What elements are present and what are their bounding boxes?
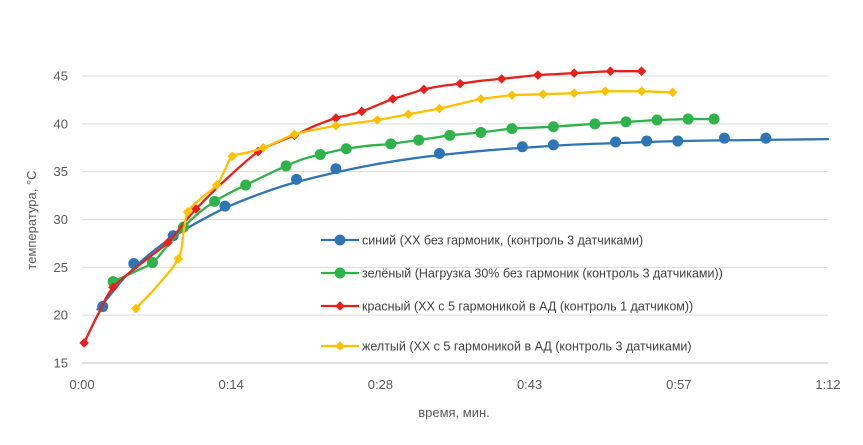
data-point [289,129,300,140]
data-point [533,70,543,80]
data-point [219,200,231,212]
data-point [331,113,341,123]
x-axis-title: время, мин. [418,405,490,420]
legend-label: желтый (ХХ с 5 гармоникой в АД (контроль… [362,340,692,354]
data-point [146,257,158,269]
data-point [372,115,383,125]
data-point [610,136,622,148]
data-point [667,87,678,98]
gridlines [82,75,828,316]
data-point [385,138,397,150]
data-point [569,68,579,78]
data-point [651,114,663,126]
data-point [708,113,720,125]
data-point [79,338,89,348]
legend: синий (ХХ без гармоник, (контроль 3 датч… [321,234,723,354]
legend-label: красный (ХХ с 5 гармоникой в АД (контрол… [362,300,693,314]
data-point [605,66,616,77]
data-point [636,66,647,77]
data-point [641,135,653,147]
data-point [413,134,425,146]
data-point [444,129,456,141]
series-line [82,70,643,345]
data-point [496,74,507,84]
data-point [340,143,352,155]
data-point [718,132,730,144]
data-point [258,142,269,153]
y-tick-label: 15 [54,356,68,371]
data-point [433,147,445,159]
data-point [240,179,252,191]
data-point [209,195,221,207]
x-tick-label: 0:57 [666,377,691,392]
data-point [547,139,559,151]
series-2 [107,113,720,288]
series-4 [131,86,678,314]
series-group [79,66,830,348]
y-tick-label: 35 [54,164,68,179]
y-tick-label: 45 [54,69,68,84]
data-point [569,88,579,99]
legend-swatch-marker [335,301,345,311]
y-axis-ticks: 15 20 25 30 35 40 45 [54,69,68,371]
y-tick-label: 20 [54,308,68,323]
x-tick-label: 0:14 [219,377,244,392]
legend-swatch-marker [334,267,346,279]
legend-item: красный (ХХ с 5 гармоникой в АД (контрол… [321,300,693,314]
series-line [96,137,830,311]
data-point [516,141,528,153]
data-point [314,148,326,160]
data-point [173,253,184,264]
data-point [388,94,398,104]
data-point [620,116,632,128]
data-point [163,237,173,248]
series-1 [96,132,830,313]
data-point [434,103,445,114]
legend-swatch-marker [335,341,345,351]
legend-swatch-marker [334,234,346,246]
data-point [108,282,118,293]
data-point [760,132,772,144]
y-tick-label: 30 [54,212,68,227]
data-point [682,113,694,125]
x-tick-label: 1:12 [815,377,840,392]
x-tick-label: 0:00 [69,377,94,392]
data-point [636,86,647,97]
y-tick-label: 40 [54,116,68,131]
legend-item: зелёный (Нагрузка 30% без гармоник (конт… [321,267,723,281]
data-point [356,106,367,117]
data-point [600,86,611,97]
data-point [506,123,518,135]
data-point [330,163,342,175]
x-tick-label: 0:28 [368,377,393,392]
legend-item: синий (ХХ без гармоник, (контроль 3 датч… [321,234,643,248]
data-point [538,89,548,99]
data-point [507,90,517,100]
data-point [419,84,429,95]
data-point [227,151,238,162]
data-point [475,126,487,138]
data-point [182,207,193,217]
x-axis-ticks: 0:00 0:14 0:28 0:43 0:57 1:12 [69,377,840,392]
x-tick-label: 0:43 [517,377,542,392]
legend-label: зелёный (Нагрузка 30% без гармоник (конт… [362,267,723,281]
y-tick-label: 25 [54,260,68,275]
data-point [455,78,465,89]
data-point [547,121,559,133]
data-point [403,109,414,120]
data-point [290,173,302,185]
data-point [672,135,684,147]
legend-label: синий (ХХ без гармоник, (контроль 3 датч… [362,234,643,248]
data-point [280,160,292,172]
legend-item: желтый (ХХ с 5 гармоникой в АД (контроль… [321,340,692,354]
data-point [211,180,222,190]
data-point [331,120,341,131]
data-point [589,118,601,130]
data-point [131,303,141,314]
data-point [476,94,486,104]
y-axis-title: температура, °C [24,170,39,269]
data-point [191,204,201,214]
